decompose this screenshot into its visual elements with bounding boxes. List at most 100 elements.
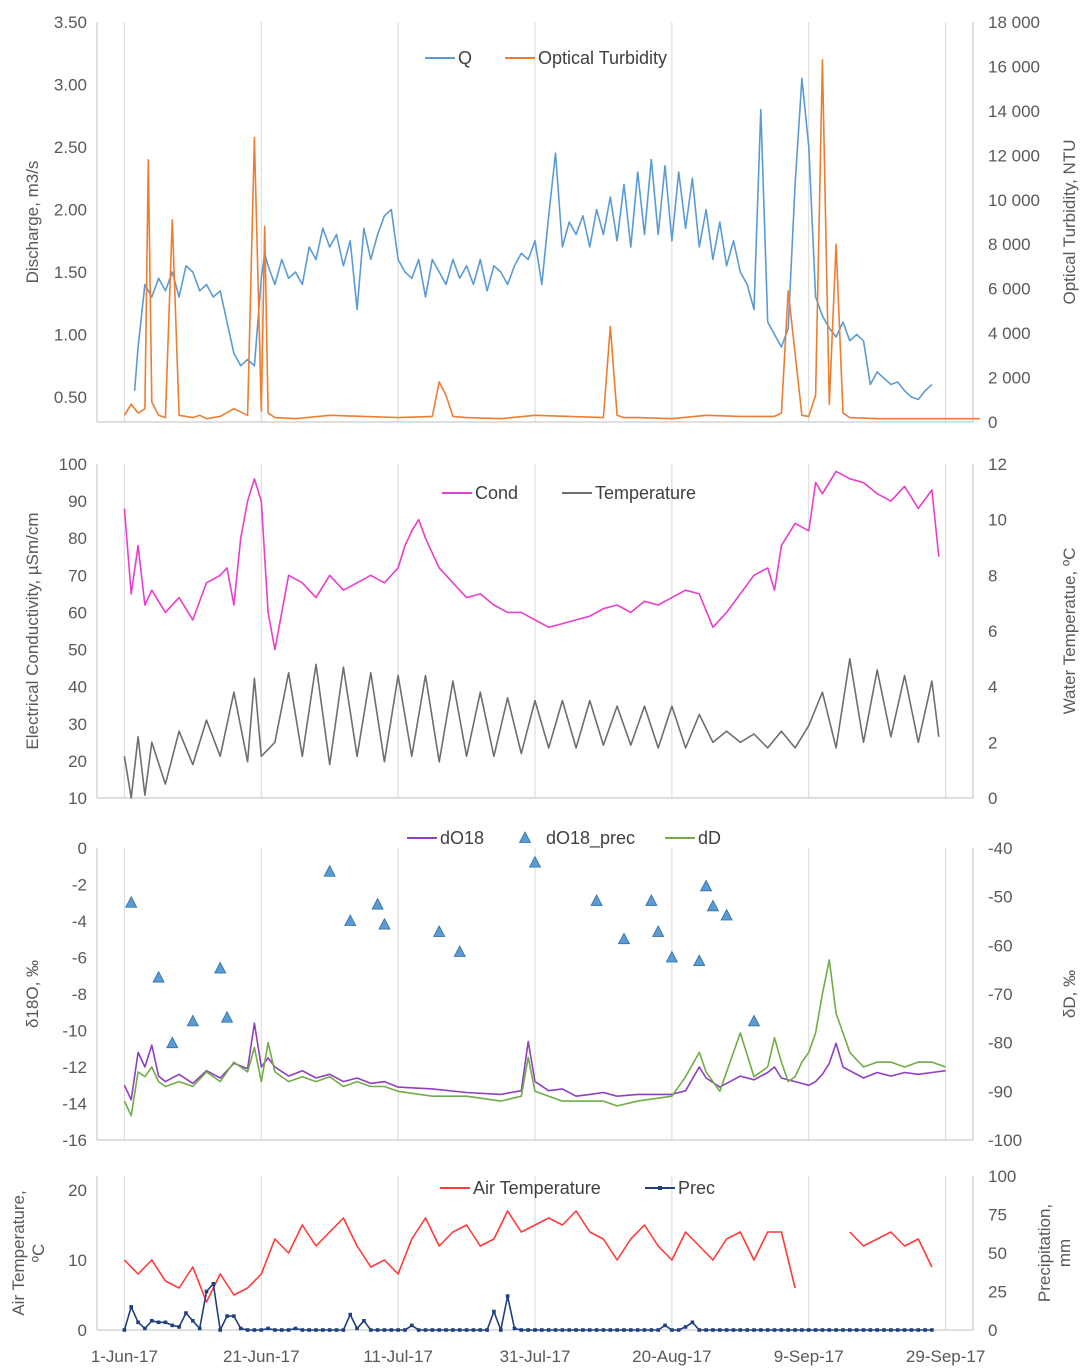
prec-marker [731,1328,736,1332]
optical-turbidity-line [123,59,980,420]
prec-marker [820,1328,825,1332]
prec-marker [362,1318,366,1323]
do18-prec-point [747,1014,761,1027]
left-tick-label: 0.50 [54,388,87,407]
prec-marker [916,1328,921,1332]
prec-marker [841,1328,845,1332]
left-tick-label: -8 [72,985,87,1004]
prec-marker [608,1328,613,1332]
prec-marker [663,1323,667,1328]
legend-swatch-do18-prec [518,831,532,843]
left-tick-label: 3.00 [54,76,87,95]
prec-marker [553,1328,558,1332]
prec-marker [444,1328,448,1332]
left-tick-label: -4 [72,912,87,931]
prec-marker [245,1328,250,1332]
prec-marker [478,1328,483,1332]
right-tick-label: 0 [988,413,997,432]
temperature-line [123,658,940,799]
do18-prec-point [152,970,165,983]
prec-marker [416,1328,421,1332]
left-tick-label: 60 [68,603,87,622]
prec-marker [567,1328,572,1332]
prec-marker [252,1328,257,1332]
legend-label-air-temperature: Air Temperature [473,1178,601,1198]
prec-marker [307,1328,311,1332]
prec-marker [861,1328,866,1332]
prec-marker [471,1328,476,1332]
left-axis-label: Electrical Conductivity, µSm/cm [23,512,42,749]
prec-marker [512,1326,517,1331]
left-tick-label: 3.50 [54,13,87,32]
right-axis-label: Water Temperatue, ºC [1060,548,1079,715]
prec-marker [540,1328,544,1332]
prec-marker [594,1328,599,1332]
prec-marker [403,1328,407,1332]
prec-marker [259,1328,264,1332]
left-tick-label: -14 [62,1095,87,1114]
prec-marker [622,1328,626,1332]
x-tick-label: 9-Sep-17 [774,1347,844,1366]
prec-marker [635,1328,640,1332]
x-tick-label: 21-Jun-17 [223,1347,300,1366]
legend-label-temperature: Temperature [595,483,696,503]
prec-marker [238,1326,243,1331]
right-tick-label: 6 000 [988,280,1031,299]
prec-marker [368,1328,373,1332]
x-tick-label: 11-Jul-17 [363,1347,433,1366]
dd-line [123,959,946,1117]
prec-marker [341,1328,346,1332]
prec-line [123,1283,932,1331]
do18-prec-point [433,925,446,937]
prec-marker [410,1323,414,1328]
x-tick-label: 29-Sep-17 [906,1347,985,1366]
prec-marker [683,1325,688,1329]
right-tick-label: 16 000 [988,57,1040,76]
cond-line [123,470,940,651]
prec-marker [191,1318,195,1323]
legend-marker-prec [658,1186,662,1190]
left-axis-label: δ18O, ‰ [23,960,42,1028]
do18-prec-point [371,897,384,910]
prec-marker [375,1328,380,1332]
prec-marker [279,1328,284,1332]
prec-marker [498,1328,503,1332]
right-axis-label: Precipitation,mm [1035,1204,1074,1302]
left-tick-label: -12 [62,1058,87,1077]
prec-marker [300,1328,305,1332]
right-tick-label: 8 000 [988,235,1031,254]
left-tick-label: 0 [78,1321,87,1340]
prec-marker [546,1328,551,1332]
prec-marker [389,1328,394,1332]
prec-marker [314,1328,318,1332]
prec-marker [184,1311,188,1315]
prec-marker [485,1328,489,1332]
right-tick-label: 0 [988,1321,997,1340]
do18-prec-point [706,899,720,912]
prec-marker [129,1305,134,1309]
left-axis-label: Discharge, m3/s [23,161,42,284]
prec-marker [779,1328,784,1332]
left-tick-label: 100 [59,455,87,474]
left-tick-label: -10 [62,1022,87,1041]
right-axis-label: δD, ‰ [1060,970,1079,1018]
prec-marker [895,1328,900,1332]
left-tick-label: 30 [68,715,87,734]
prec-marker [930,1328,934,1332]
prec-marker [629,1328,633,1332]
prec-marker [136,1320,140,1325]
right-tick-label: -70 [988,985,1013,1004]
right-tick-label: -100 [988,1131,1022,1150]
prec-marker [492,1309,496,1314]
prec-marker [923,1328,927,1332]
prec-marker [615,1328,619,1332]
prec-marker [423,1328,428,1332]
prec-marker [711,1328,715,1332]
do18-prec-point [720,908,733,921]
right-tick-label: 4 [988,678,997,697]
prec-marker [854,1328,859,1332]
left-tick-label: 2.00 [54,201,87,220]
prec-marker [581,1328,585,1332]
prec-marker [772,1328,777,1332]
